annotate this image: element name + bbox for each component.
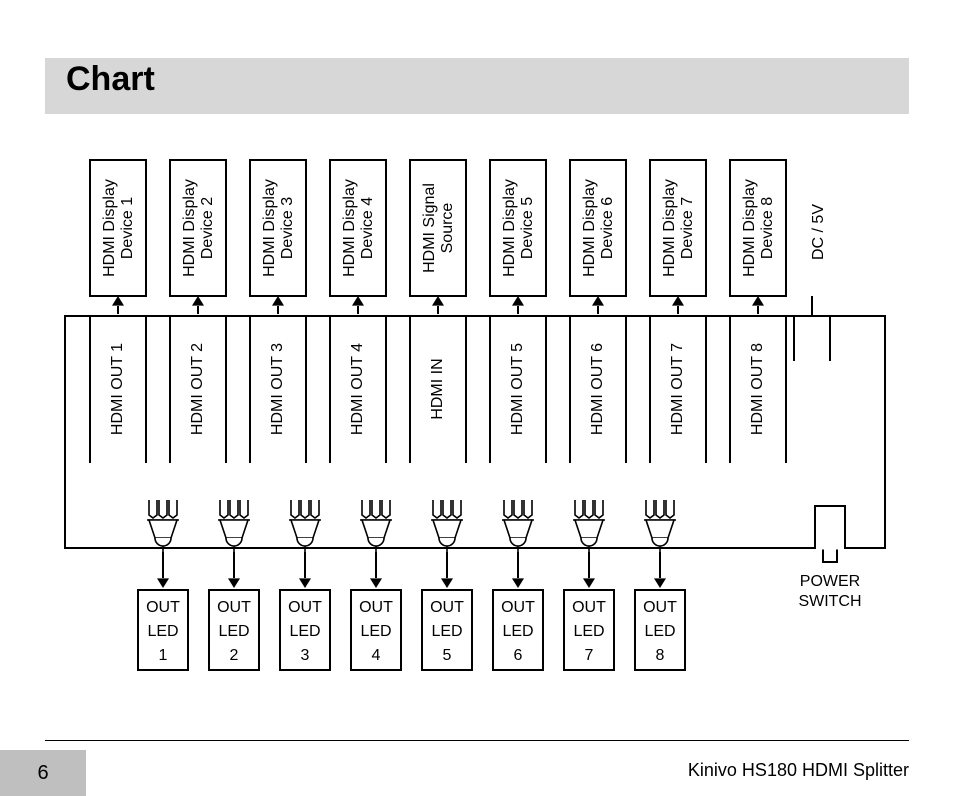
svg-text:POWER: POWER (800, 573, 860, 590)
svg-text:Device 5: Device 5 (519, 197, 536, 259)
svg-text:OUT: OUT (288, 599, 322, 616)
svg-text:HDMI Display: HDMI Display (741, 179, 758, 277)
svg-text:6: 6 (514, 647, 523, 664)
svg-text:HDMI OUT 4: HDMI OUT 4 (349, 343, 366, 435)
svg-text:HDMI OUT 5: HDMI OUT 5 (509, 343, 526, 435)
svg-text:HDMI IN: HDMI IN (429, 358, 446, 419)
svg-text:OUT: OUT (572, 599, 606, 616)
page-number-box: 6 (0, 750, 86, 796)
title-bar (45, 58, 909, 114)
svg-text:DC / 5V: DC / 5V (810, 204, 827, 260)
svg-text:5: 5 (443, 647, 452, 664)
svg-text:LED: LED (360, 623, 391, 640)
svg-text:8: 8 (656, 647, 665, 664)
svg-text:1: 1 (159, 647, 168, 664)
svg-text:HDMI Display: HDMI Display (181, 179, 198, 277)
svg-text:HDMI Display: HDMI Display (661, 179, 678, 277)
svg-text:7: 7 (585, 647, 594, 664)
svg-text:OUT: OUT (217, 599, 251, 616)
svg-text:HDMI Display: HDMI Display (261, 179, 278, 277)
svg-text:LED: LED (502, 623, 533, 640)
svg-text:HDMI Display: HDMI Display (101, 179, 118, 277)
svg-text:HDMI Display: HDMI Display (501, 179, 518, 277)
svg-text:OUT: OUT (643, 599, 677, 616)
footer-text: Kinivo HS180 HDMI Splitter (688, 760, 909, 781)
footer-line (45, 740, 909, 741)
svg-text:OUT: OUT (146, 599, 180, 616)
svg-text:HDMI Display: HDMI Display (341, 179, 358, 277)
svg-text:SWITCH: SWITCH (798, 593, 861, 610)
svg-text:LED: LED (431, 623, 462, 640)
svg-text:HDMI Signal: HDMI Signal (421, 183, 438, 273)
svg-text:Device 1: Device 1 (119, 197, 136, 259)
svg-text:LED: LED (218, 623, 249, 640)
diagram-stage: HDMI DisplayDevice 1HDMI OUT 1HDMI Displ… (45, 140, 909, 700)
svg-text:OUT: OUT (501, 599, 535, 616)
svg-text:HDMI OUT 1: HDMI OUT 1 (109, 343, 126, 435)
page-title: Chart (66, 60, 155, 99)
svg-text:Device 4: Device 4 (359, 197, 376, 259)
svg-text:HDMI OUT 6: HDMI OUT 6 (589, 343, 606, 435)
svg-text:Device 7: Device 7 (679, 197, 696, 259)
svg-text:Source: Source (439, 203, 456, 254)
svg-text:Device 8: Device 8 (759, 197, 776, 259)
svg-text:OUT: OUT (430, 599, 464, 616)
svg-text:LED: LED (147, 623, 178, 640)
svg-text:HDMI OUT 2: HDMI OUT 2 (189, 343, 206, 435)
svg-text:Device 3: Device 3 (279, 197, 296, 259)
svg-text:HDMI OUT 3: HDMI OUT 3 (269, 343, 286, 435)
svg-text:4: 4 (372, 647, 381, 664)
svg-text:HDMI OUT 7: HDMI OUT 7 (669, 343, 686, 435)
svg-text:HDMI OUT 8: HDMI OUT 8 (749, 343, 766, 435)
svg-text:HDMI Display: HDMI Display (581, 179, 598, 277)
page-number: 6 (37, 762, 48, 785)
page: Chart HDMI DisplayDevice 1HDMI OUT 1HDMI… (0, 0, 954, 796)
svg-text:LED: LED (573, 623, 604, 640)
svg-text:3: 3 (301, 647, 310, 664)
diagram-svg: HDMI DisplayDevice 1HDMI OUT 1HDMI Displ… (45, 140, 909, 700)
svg-text:Device 2: Device 2 (199, 197, 216, 259)
svg-text:OUT: OUT (359, 599, 393, 616)
svg-text:Device 6: Device 6 (599, 197, 616, 259)
svg-text:2: 2 (230, 647, 239, 664)
svg-text:LED: LED (289, 623, 320, 640)
svg-text:LED: LED (644, 623, 675, 640)
